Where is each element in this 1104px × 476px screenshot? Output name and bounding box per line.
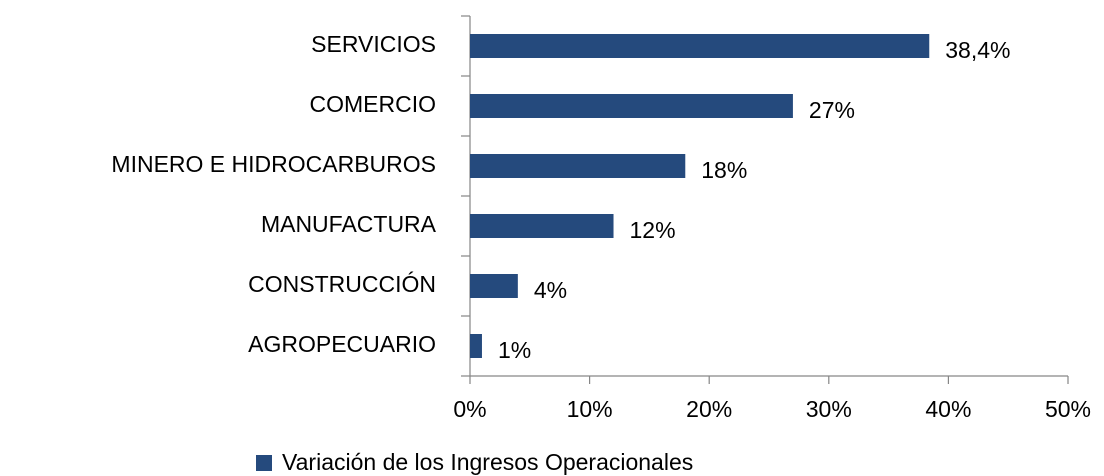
y-tick-label: MANUFACTURA <box>261 211 437 237</box>
x-tick-label: 40% <box>925 396 971 422</box>
y-tick-label: SERVICIOS <box>311 31 436 57</box>
y-tick-label: CONSTRUCCIÓN <box>248 271 436 297</box>
x-tick-label: 30% <box>806 396 852 422</box>
y-tick-label: COMERCIO <box>310 91 437 117</box>
bar <box>470 214 614 238</box>
legend-swatch <box>256 455 272 471</box>
bar <box>470 154 686 178</box>
data-label: 1% <box>498 337 531 363</box>
bar <box>470 94 793 118</box>
x-tick-label: 10% <box>567 396 613 422</box>
x-tick-label: 0% <box>453 396 486 422</box>
bar <box>470 334 482 358</box>
y-tick-label: AGROPECUARIO <box>248 331 436 357</box>
y-tick-label: MINERO E HIDROCARBUROS <box>111 151 436 177</box>
legend-label: Variación de los Ingresos Operacionales <box>282 449 693 475</box>
data-label: 12% <box>630 217 676 243</box>
data-label: 27% <box>809 97 855 123</box>
x-tick-label: 20% <box>686 396 732 422</box>
data-label: 38,4% <box>945 37 1010 63</box>
data-label: 18% <box>701 157 747 183</box>
data-label: 4% <box>534 277 567 303</box>
x-tick-label: 50% <box>1045 396 1091 422</box>
bar <box>470 274 518 298</box>
bar <box>470 34 930 58</box>
